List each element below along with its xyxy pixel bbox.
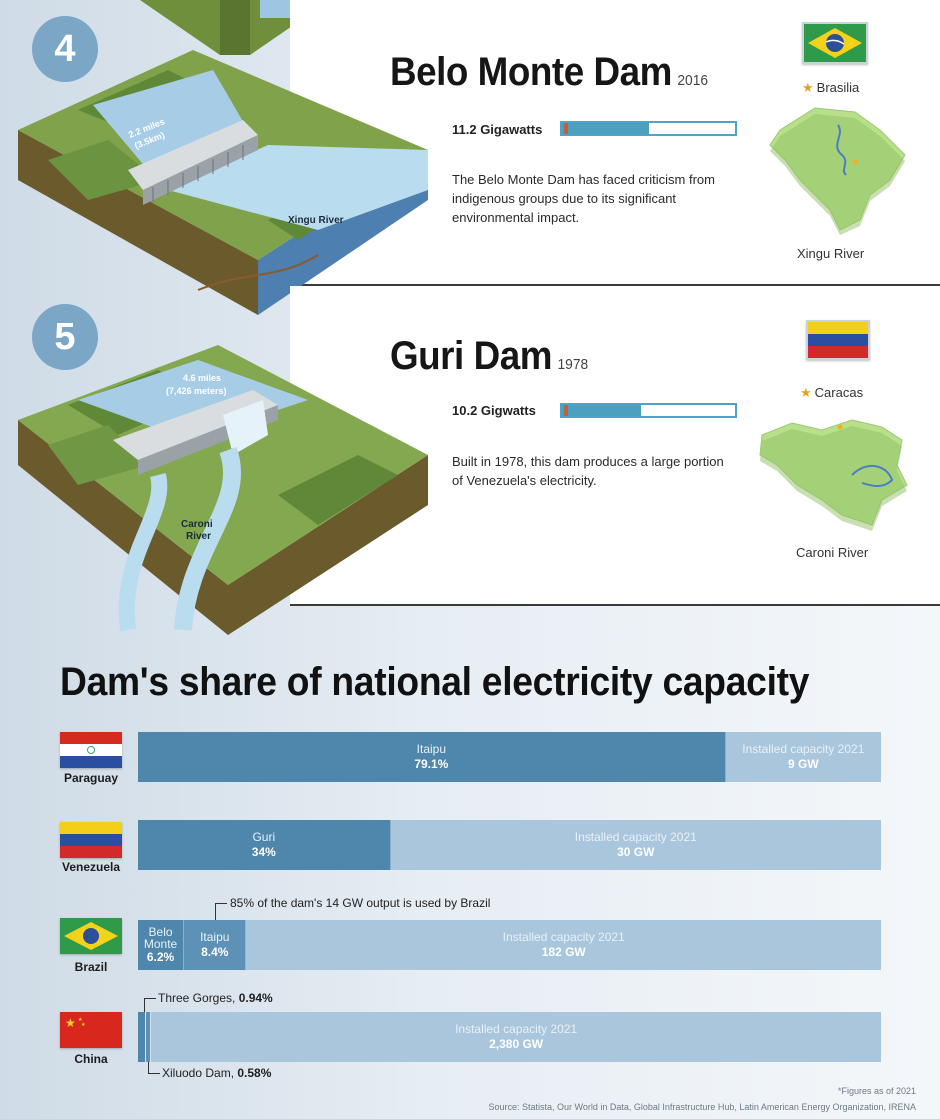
svg-text:★: ★	[81, 1022, 86, 1028]
bar-row-brazil: Belo Monte 6.2% Itaipu 8.4% Installed capaci…	[138, 920, 881, 970]
xiluodo-annotation: Xiluodo Dam, 0.58%	[162, 1066, 272, 1080]
installed-capacity-value: 30 GW	[617, 845, 655, 859]
bar-segment-installed-capacity: Installed capacity 2021 30 GW	[390, 820, 881, 870]
capacity-label: 10.2 Gigwatts	[452, 403, 536, 418]
dam-number-badge: 4	[32, 16, 98, 82]
river-label: Caroni River	[796, 545, 869, 560]
capacity-bar-fill	[562, 123, 649, 134]
china-flag-icon: ★ ★ ★	[60, 1012, 122, 1048]
svg-text:Xingu River: Xingu River	[288, 215, 344, 226]
brazil-flag-icon	[60, 918, 122, 954]
country-label: Paraguay	[63, 771, 119, 785]
dam-name: Guri Dam	[390, 334, 552, 378]
dam-title: Guri Dam 1978	[390, 334, 588, 379]
svg-text:Caroni: Caroni	[181, 519, 213, 530]
segment-name: Itaipu	[200, 930, 230, 944]
installed-capacity-value: 2,380 GW	[489, 1037, 544, 1051]
svg-text:(7,426 meters): (7,426 meters)	[166, 386, 227, 396]
svg-text:★: ★	[65, 1016, 76, 1030]
bar-segment-three-gorges	[138, 1012, 145, 1062]
segment-value: 79.1%	[414, 757, 449, 771]
installed-capacity-label: Installed capacity 2021	[574, 830, 697, 844]
installed-capacity-value: 9 GW	[788, 757, 819, 771]
bar-segment-xiluodo-dam	[145, 1012, 151, 1062]
bar-segment-itaipu: Itaipu 8.4%	[184, 920, 247, 970]
venezuela-map-icon	[759, 419, 908, 531]
capacity-label: 11.2 Gigawatts	[452, 122, 543, 137]
belo-monte-dam-illustration: 2.2 miles (3.5km) Xingu River	[18, 50, 428, 315]
annotation-leader-line	[215, 903, 227, 920]
capital-label: ★ Brasilia	[802, 80, 860, 95]
bar-segment-installed-capacity: Installed capacity 2021 2,380 GW	[151, 1012, 881, 1062]
venezuela-flag-icon	[60, 822, 122, 858]
brazil-flag-icon	[802, 22, 868, 64]
segment-value: 8.4%	[201, 945, 229, 959]
installed-capacity-label: Installed capacity 2021	[455, 1022, 578, 1036]
bar-row-paraguay: Itaipu 79.1% Installed capacity 2021 9 GW	[138, 732, 881, 782]
dam-description: The Belo Monte Dam has faced criticism f…	[452, 172, 715, 225]
bar-segment-belo-monte: Belo Monte 6.2%	[138, 920, 185, 970]
country-label: Venezuela	[61, 860, 121, 874]
svg-text:River: River	[186, 531, 211, 542]
bar-row-venezuela: Guri 34% Installed capacity 2021 30 GW	[138, 820, 881, 870]
installed-capacity-value: 182 GW	[541, 945, 586, 959]
capital-star-icon: ★	[802, 80, 814, 95]
itaipu-brazil-annotation: 85% of the dam's 14 GW output is used by…	[230, 896, 491, 910]
bar-segment-installed-capacity: Installed capacity 2021 182 GW	[246, 920, 881, 970]
three-gorges-annotation: Three Gorges, 0.94%	[158, 991, 273, 1005]
country-label: China	[74, 1052, 108, 1066]
river-label: Xingu River	[797, 246, 865, 261]
bar-segment-itaipu: Itaipu 79.1%	[138, 732, 726, 782]
venezuela-flag-icon	[806, 320, 870, 360]
capacity-bar	[560, 121, 737, 136]
bar-row-china: Installed capacity 2021 2,380 GW	[138, 1012, 881, 1062]
dam-year: 2016	[677, 72, 709, 89]
dam-description: Built in 1978, this dam produces a large…	[452, 454, 724, 488]
segment-value: 6.2%	[146, 949, 175, 964]
svg-text:4.6 miles: 4.6 miles	[183, 373, 221, 383]
segment-name: Itaipu	[416, 742, 447, 756]
source-note: Source: Statista, Our World in Data, Glo…	[488, 1102, 916, 1112]
segment-value: 34%	[251, 845, 276, 859]
guri-dam-illustration: 4.6 miles (7,426 meters) Caroni River	[18, 345, 428, 635]
dam-year: 1978	[557, 356, 589, 373]
svg-text:★: ★	[78, 1017, 83, 1023]
dam-name: Belo Monte Dam	[390, 50, 672, 94]
capacity-bar	[560, 403, 737, 418]
bar-segment-installed-capacity: Installed capacity 2021 9 GW	[725, 732, 881, 782]
dam-number-badge: 5	[32, 304, 98, 370]
segment-name: Guri	[252, 830, 276, 844]
capacity-bar-marker	[564, 405, 568, 416]
capacity-bar-marker	[564, 123, 568, 134]
dam-title: Belo Monte Dam 2016	[390, 50, 708, 95]
country-label: Brazil	[74, 960, 108, 974]
capital-star-icon: ★	[800, 385, 812, 400]
installed-capacity-label: Installed capacity 2021	[502, 930, 625, 944]
footnote: *Figures as of 2021	[837, 1086, 916, 1096]
paraguay-flag-icon	[60, 732, 122, 768]
bar-segment-guri: Guri 34%	[138, 820, 391, 870]
annotation-leader-line	[148, 1060, 160, 1074]
segment-name: Belo Monte	[143, 924, 178, 951]
installed-capacity-label: Installed capacity 2021	[742, 742, 865, 756]
capital-label: ★ Caracas	[800, 385, 864, 400]
brazil-map-icon	[769, 107, 906, 235]
capacity-bar-fill	[562, 405, 641, 416]
annotation-leader-line	[144, 998, 156, 1012]
chart-title: Dam's share of national electricity capa…	[60, 660, 810, 704]
